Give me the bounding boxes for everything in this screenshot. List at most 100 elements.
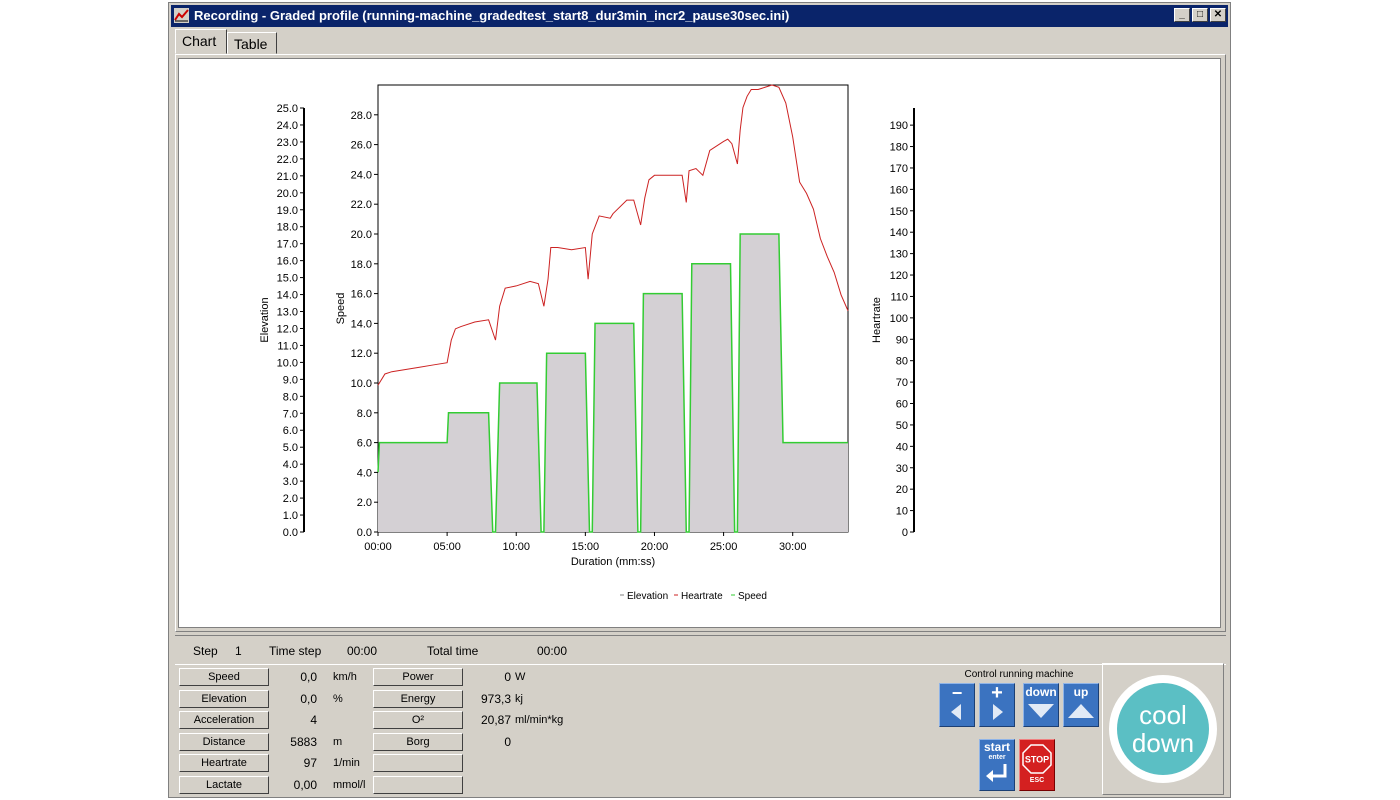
- stop-button[interactable]: STOP ESC: [1019, 739, 1055, 791]
- elevation-tick-label: 6.0: [283, 425, 298, 437]
- legend-entry: Elevation: [627, 591, 668, 602]
- metric-left-unit: km/h: [333, 671, 357, 683]
- elevation-tick-label: 14.0: [277, 290, 298, 302]
- elevation-tick-label: 1.0: [283, 510, 298, 522]
- time-step-value: 00:00: [347, 644, 378, 658]
- heartrate-tick-label: 130: [890, 249, 908, 261]
- stop-sign-icon: STOP: [1022, 744, 1052, 774]
- metric-right-label[interactable]: Power: [373, 668, 463, 686]
- metric-right-value: 20,87: [480, 713, 511, 728]
- elevation-tick-label: 23.0: [277, 137, 298, 149]
- down-button[interactable]: down: [1023, 683, 1059, 727]
- elevation-tick-label: 25.0: [277, 103, 298, 115]
- elevation-tick-label: 18.0: [277, 222, 298, 234]
- arrow-up-icon: [1068, 704, 1094, 718]
- elevation-tick-label: 22.0: [277, 154, 298, 166]
- heartrate-tick-label: 100: [890, 313, 908, 325]
- minimize-button[interactable]: _: [1174, 8, 1190, 22]
- metrics-panel: Speed 0,0 km/h Power 0 W Elevation 0,0% Energy 97…: [175, 663, 1100, 795]
- heartrate-tick-label: 110: [890, 291, 908, 303]
- chart: 00:00 05:00 10:00 15:00 20:00 25:00 30:00 Durat…: [259, 84, 915, 602]
- metric-right-value: 0: [504, 670, 511, 684]
- metric-left-label[interactable]: Acceleration: [179, 711, 269, 730]
- x-tick-label: 20:00: [641, 541, 669, 553]
- metric-right-label[interactable]: [373, 776, 463, 794]
- speed-tick-label: 0.0: [357, 527, 372, 539]
- metric-left-value: 5883: [290, 734, 317, 749]
- elevation-tick-label: 17.0: [277, 239, 298, 251]
- elevation-tick-label: 5.0: [283, 442, 298, 454]
- legend-entry: Speed: [738, 591, 767, 602]
- metric-right-value: 973,3: [480, 691, 511, 706]
- metric-left-label[interactable]: Lactate: [179, 776, 269, 794]
- elevation-tick-label: 3.0: [283, 476, 298, 488]
- speed-tick-label: 2.0: [357, 497, 372, 509]
- metric-left-unit: mmol/l: [333, 779, 366, 791]
- metric-right-unit: ml/min*kg: [515, 714, 564, 727]
- minus-left-button[interactable]: −: [939, 683, 975, 727]
- metric-left-label[interactable]: Heartrate: [179, 754, 269, 773]
- cooldown-button[interactable]: cool down: [1103, 664, 1223, 794]
- stop-label: STOP: [1025, 755, 1049, 765]
- heartrate-tick-label: 90: [896, 334, 908, 346]
- metric-left-value: 97: [303, 756, 317, 771]
- speed-tick-label: 6.0: [357, 438, 372, 450]
- plus-right-button[interactable]: +: [979, 683, 1015, 727]
- arrow-right-icon: [993, 704, 1003, 720]
- speed-tick-label: 18.0: [351, 259, 372, 271]
- x-tick-label: 05:00: [433, 541, 461, 553]
- metric-left-value: 0,0: [300, 691, 317, 706]
- speed-tick-label: 16.0: [351, 289, 372, 301]
- speed-tick-label: 14.0: [351, 318, 372, 330]
- heartrate-tick-label: 160: [890, 184, 908, 196]
- control-title: Control running machine: [964, 669, 1074, 680]
- heartrate-tick-label: 0: [902, 527, 908, 539]
- cooldown-panel: cool down: [1102, 663, 1224, 795]
- elevation-tick-label: 9.0: [283, 374, 298, 386]
- total-time-value: 00:00: [537, 644, 568, 658]
- plus-label: +: [991, 682, 1003, 704]
- heartrate-tick-label: 60: [896, 399, 908, 411]
- up-button[interactable]: up: [1063, 683, 1099, 727]
- metric-left-label[interactable]: Speed: [179, 668, 269, 686]
- elevation-tick-label: 24.0: [277, 120, 298, 132]
- close-button[interactable]: ✕: [1210, 8, 1226, 22]
- elevation-tick-label: 13.0: [277, 307, 298, 319]
- metric-right-value: 0: [504, 734, 511, 749]
- heartrate-tick-label: 40: [896, 441, 908, 453]
- start-button[interactable]: start enter: [979, 739, 1015, 791]
- metric-right-label[interactable]: [373, 754, 463, 773]
- x-axis-label: Duration (mm:ss): [571, 556, 655, 568]
- x-tick-label: 00:00: [364, 541, 392, 553]
- metric-right-label[interactable]: O²: [373, 711, 463, 730]
- tab-chart[interactable]: Chart: [175, 29, 227, 54]
- arrow-down-icon: [1028, 704, 1054, 718]
- chart-area: 00:00 05:00 10:00 15:00 20:00 25:00 30:00 Durat…: [178, 58, 1221, 628]
- speed-tick-label: 20.0: [351, 229, 372, 241]
- metric-right-label[interactable]: Borg: [373, 732, 463, 751]
- metric-left-label[interactable]: Distance: [179, 732, 269, 751]
- step-label: Step: [193, 644, 218, 658]
- metric-left-label[interactable]: Elevation: [179, 689, 269, 708]
- maximize-button[interactable]: □: [1192, 8, 1208, 22]
- elevation-tick-label: 20.0: [277, 188, 298, 200]
- heartrate-tick-label: 30: [896, 463, 908, 475]
- speed-tick-label: 12.0: [351, 348, 372, 360]
- heartrate-tick-label: 80: [896, 356, 908, 368]
- cooldown-line1: cool: [1139, 700, 1187, 730]
- elevation-tick-label: 4.0: [283, 459, 298, 471]
- start-label: start: [983, 740, 1010, 754]
- tab-table[interactable]: Table: [227, 32, 277, 54]
- elevation-tick-label: 19.0: [277, 205, 298, 217]
- elevation-tick-label: 12.0: [277, 323, 298, 335]
- speed-tick-label: 4.0: [357, 467, 372, 479]
- speed-series-line: [377, 233, 848, 533]
- speed-tick-label: 26.0: [351, 140, 372, 152]
- heartrate-tick-label: 10: [896, 506, 908, 518]
- speed-axis-label: Speed: [335, 293, 347, 325]
- heartrate-tick-label: 140: [890, 227, 908, 239]
- step-value: 1: [235, 644, 242, 658]
- metric-right-label[interactable]: Energy: [373, 689, 463, 708]
- metric-right-unit: kj: [515, 692, 523, 705]
- control-running-machine: Control running machine − + down up star…: [939, 663, 1099, 795]
